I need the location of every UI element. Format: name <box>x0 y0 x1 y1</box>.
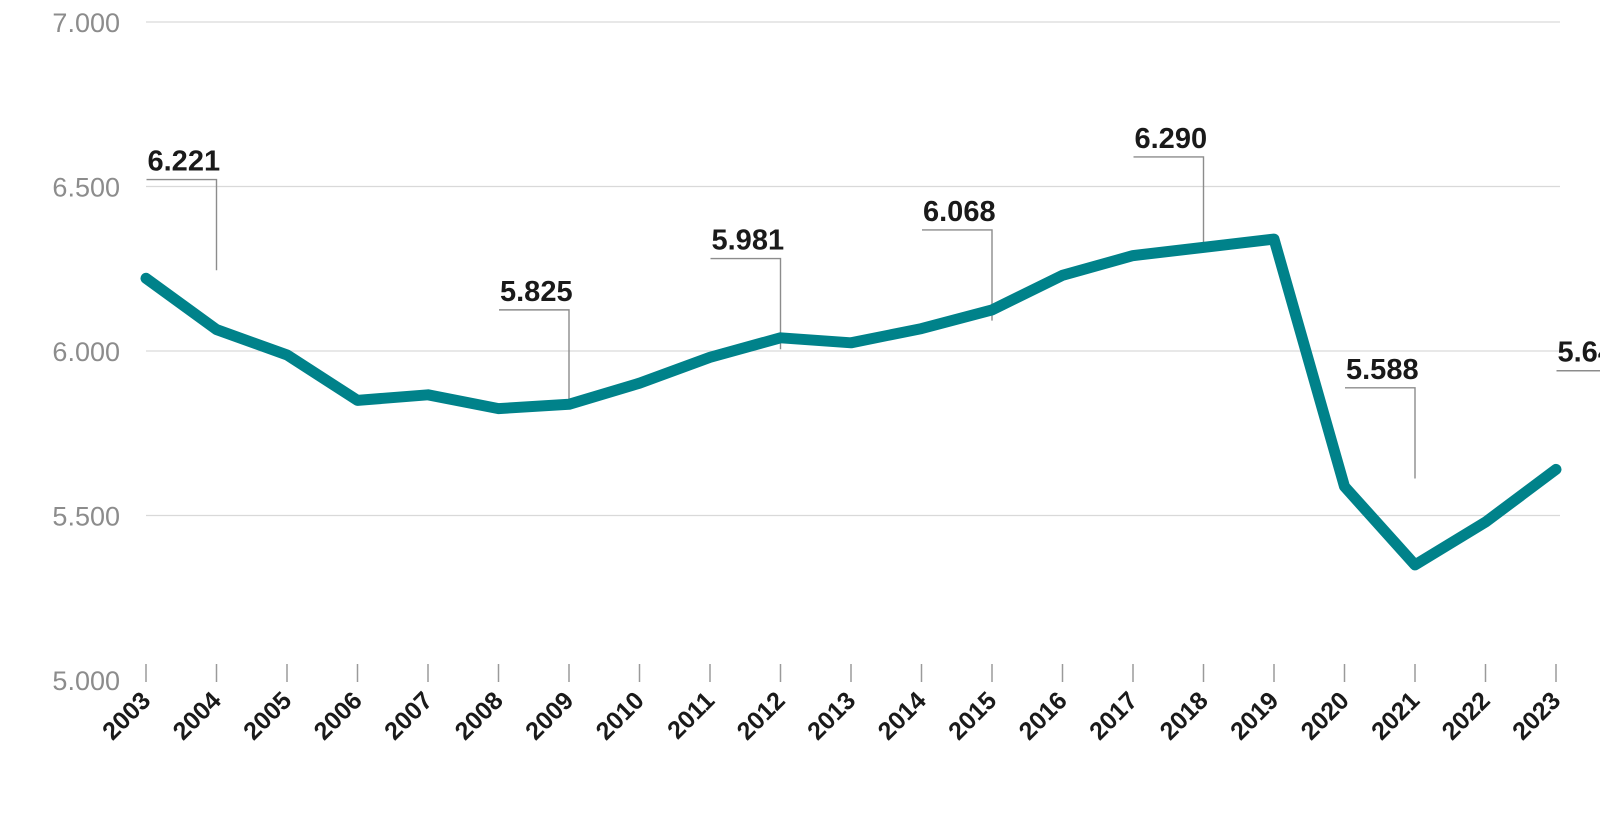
annotation-leader <box>1133 156 1205 248</box>
series-line <box>140 233 1562 571</box>
annotation-leader <box>710 257 782 350</box>
x-tick-label: 2008 <box>450 686 509 745</box>
annotation-leader <box>922 229 993 321</box>
x-tick-label: 2012 <box>732 686 791 745</box>
annotation-leader <box>1556 370 1600 372</box>
x-tick-label: 2021 <box>1366 686 1425 745</box>
data-label: 5.588 <box>1346 354 1419 386</box>
annotation-leader <box>499 309 570 401</box>
x-tick-label: 2019 <box>1225 686 1284 745</box>
x-tick-label: 2005 <box>238 686 297 745</box>
x-tick-label: 2009 <box>520 686 579 745</box>
annotation-leaders <box>146 156 1600 479</box>
x-tick-label: 2023 <box>1507 686 1566 745</box>
data-label: 6.221 <box>148 146 221 178</box>
data-label: 5.640 <box>1558 337 1600 369</box>
y-tick-label: 5.000 <box>52 666 120 696</box>
y-axis: 5.000 5.500 6.000 6.500 7.000 <box>52 8 120 696</box>
data-label: 6.068 <box>923 196 996 228</box>
data-label: 5.981 <box>712 225 785 257</box>
y-tick-label: 5.500 <box>52 502 120 532</box>
gridlines <box>146 21 1560 517</box>
x-tick-label: 2010 <box>591 686 650 745</box>
x-tick-label: 2004 <box>168 686 227 745</box>
y-tick-label: 6.000 <box>52 337 120 367</box>
y-tick-label: 6.500 <box>52 173 120 203</box>
x-tick-label: 2013 <box>802 686 861 745</box>
x-tick-label: 2018 <box>1155 686 1214 745</box>
annotation-leader <box>146 178 218 271</box>
x-tick-label: 2007 <box>379 686 438 745</box>
x-tick-label: 2006 <box>309 686 368 745</box>
data-label: 5.825 <box>500 276 573 308</box>
x-tick-label: 2022 <box>1437 686 1496 745</box>
x-tick-label: 2011 <box>662 686 720 744</box>
x-tick-label: 2015 <box>943 686 1002 745</box>
y-tick-label: 7.000 <box>52 8 120 38</box>
data-labels: 6.221 5.825 5.981 6.068 6.290 5.588 5.640 <box>148 123 1600 386</box>
x-tick-label: 2014 <box>873 686 932 745</box>
x-tick-label: 2016 <box>1014 686 1073 745</box>
annotation-leader <box>1345 387 1416 479</box>
x-tick-label: 2020 <box>1296 686 1355 745</box>
x-axis: 2003 2004 2005 2006 2007 2008 2009 2010 2011 2012… <box>97 664 1566 746</box>
data-label: 6.290 <box>1135 123 1208 155</box>
x-tick-label: 2017 <box>1084 686 1143 745</box>
